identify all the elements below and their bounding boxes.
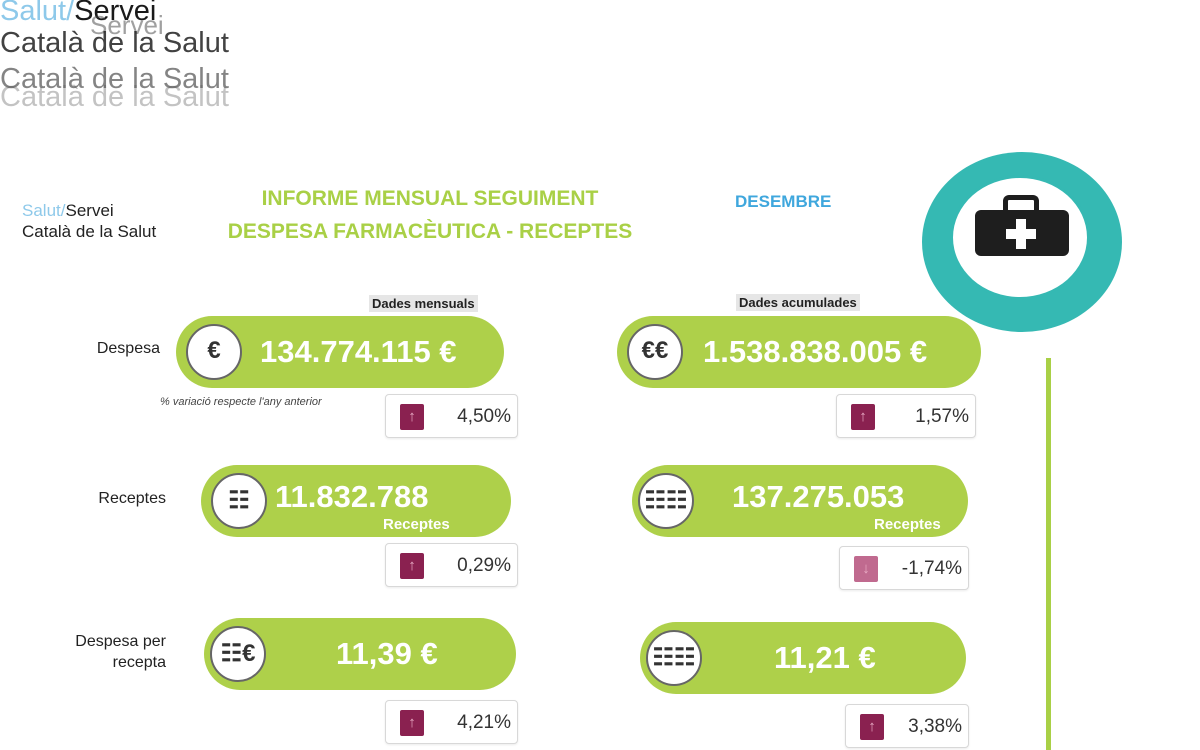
cumulative-spend-value: 1.538.838.005 €	[703, 334, 928, 369]
variation-value: 0,29%	[457, 555, 511, 576]
first-aid-kit-icon	[1003, 195, 1039, 213]
monthly-prescriptions-pill: ☷ 11.832.788 Receptes	[201, 465, 511, 537]
arrow-up-icon: ↑	[400, 404, 424, 430]
small-logo-salut: Salut/	[22, 201, 66, 220]
arrow-up-icon: ↑	[400, 553, 424, 579]
small-logo-catsalut: Català de la Salut	[22, 222, 157, 241]
kit-cross	[1006, 229, 1036, 239]
variation-value: 4,21%	[457, 712, 511, 733]
report-month: DESEMBRE	[735, 192, 832, 211]
prescriptions-money-icon: ☷☷	[646, 630, 702, 686]
monthly-spend-pill: € 134.774.115 €	[176, 316, 504, 388]
cumulative-per-prescription-pill: ☷☷ 11,21 €	[640, 622, 966, 694]
cumulative-prescriptions-value: 137.275.053	[732, 479, 905, 514]
money-bags-icon: €€	[627, 324, 683, 380]
small-logo-servei: Servei	[65, 201, 114, 220]
variation-value: -1,74%	[901, 558, 962, 579]
row-label-despesa: Despesa	[96, 340, 160, 357]
monthly-spend-value: 134.774.115 €	[260, 334, 457, 369]
monthly-prescriptions-variation: ↑ 0,29%	[385, 543, 518, 587]
logo-catsalut-text: Català de la Salut	[0, 27, 229, 59]
cumulative-per-prescription-value: 11,21 €	[774, 640, 876, 675]
divider-line	[1046, 358, 1051, 750]
row-label-line2: recepta	[112, 654, 166, 671]
monthly-spend-variation: ↑ 4,50%	[385, 394, 518, 438]
monthly-prescriptions-value: 11.832.788	[275, 479, 429, 514]
cumulative-spend-pill: €€ 1.538.838.005 €	[617, 316, 981, 388]
logo-ghost-servei: Servei	[90, 10, 164, 40]
arrow-up-icon: ↑	[400, 710, 424, 736]
cumulative-spend-variation: ↑ 1,57%	[836, 394, 976, 438]
cumulative-prescriptions-unit: Receptes	[874, 516, 941, 533]
report-title-line2: DESPESA FARMACÈUTICA - RECEPTES	[227, 220, 633, 243]
monthly-per-prescription-value: 11,39 €	[336, 636, 438, 671]
arrow-up-icon: ↑	[860, 714, 884, 740]
cumulative-per-prescription-variation: ↑ 3,38%	[845, 704, 969, 748]
arrow-down-icon: ↓	[854, 556, 878, 582]
variation-value: 4,50%	[457, 406, 511, 427]
logo-salut-text: Salut/	[0, 0, 75, 27]
small-logo: Salut/Servei Català de la Salut	[22, 200, 156, 242]
row-label-spend-per-prescription: Despesa per recepta	[40, 631, 166, 673]
monthly-prescriptions-unit: Receptes	[383, 516, 450, 533]
logo-ghost-line: Català de la Salut	[0, 63, 229, 95]
prescriptions-icon: ☷☷	[638, 473, 694, 529]
logo-ghost-line: Català de la Salut	[0, 81, 229, 113]
money-bag-icon: €	[186, 324, 242, 380]
monthly-per-prescription-variation: ↑ 4,21%	[385, 700, 518, 744]
variation-note: % variació respecte l'any anterior	[160, 396, 322, 408]
variation-value: 1,57%	[915, 406, 969, 427]
prescription-money-icon: ☷€	[210, 626, 266, 682]
cumulative-prescriptions-variation: ↓ -1,74%	[839, 546, 969, 590]
column-header-cumulative: Dades acumulades	[736, 294, 860, 311]
prescription-icon: ☷	[211, 473, 267, 529]
header-logo-large: Salut/Servei Servei Català de la Salut C…	[0, 0, 229, 112]
column-header-monthly: Dades mensuals	[369, 295, 478, 312]
variation-value: 3,38%	[908, 716, 962, 737]
report-title-line1: INFORME MENSUAL SEGUIMENT	[261, 187, 599, 210]
cumulative-prescriptions-pill: ☷☷ 137.275.053 Receptes	[632, 465, 968, 537]
arrow-up-icon: ↑	[851, 404, 875, 430]
row-label-receptes: Receptes	[98, 490, 166, 507]
logo-servei-text: Servei	[74, 0, 157, 27]
row-label-line1: Despesa per	[75, 633, 166, 650]
monthly-per-prescription-pill: ☷€ 11,39 €	[204, 618, 516, 690]
report-title: INFORME MENSUAL SEGUIMENT DESPESA FARMAC…	[200, 182, 660, 248]
